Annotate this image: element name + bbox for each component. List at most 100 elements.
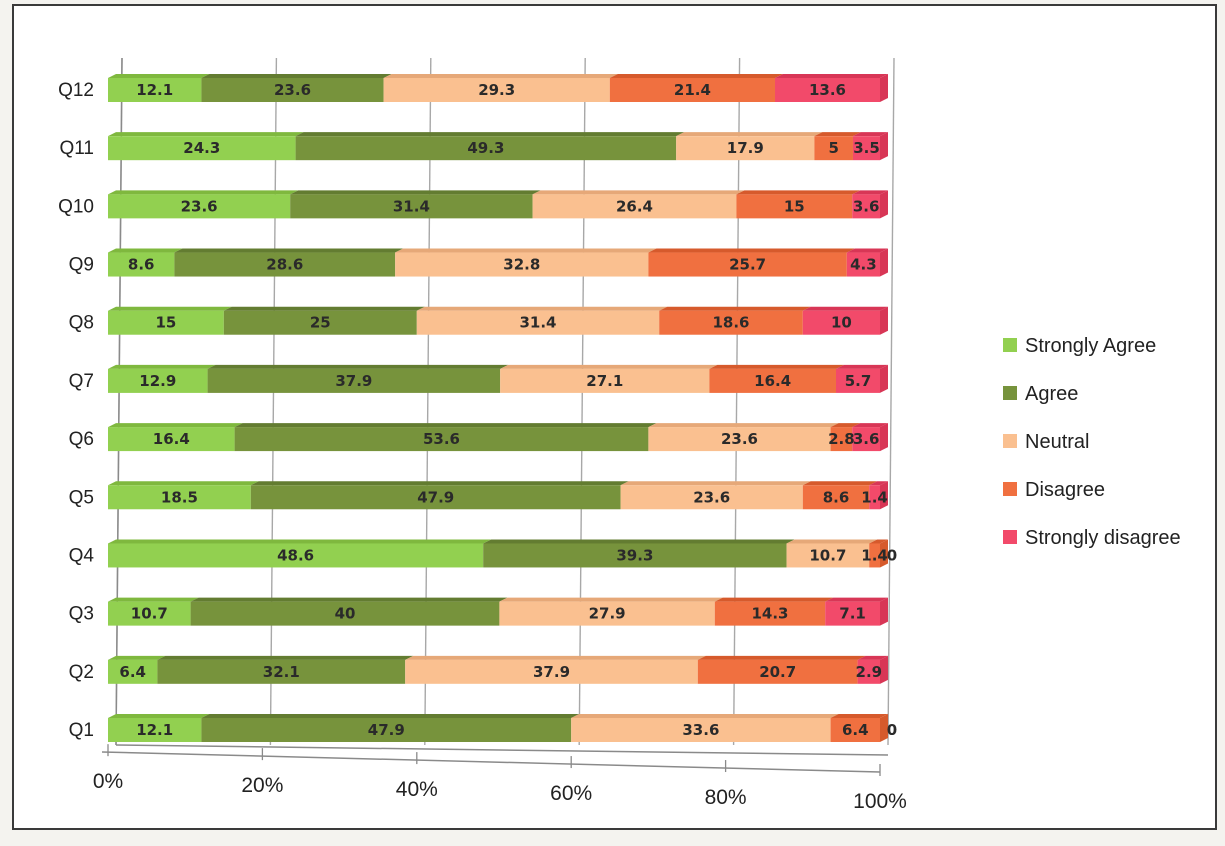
legend-entry: Strongly disagree [1003,527,1181,549]
data-label: 32.1 [263,663,300,681]
x-tick-label: 40% [396,778,438,801]
bar-top-face [802,481,878,486]
legend-swatch [1003,530,1017,544]
bar-top-face [869,481,888,486]
bar-segment [383,74,618,102]
bar-segment [483,539,795,568]
data-label: 5.7 [845,372,872,390]
back-wall-edge [115,57,123,746]
bar-top-face [846,248,888,253]
bar-top-face [234,423,657,428]
category-label: Q12 [58,80,94,101]
data-label: 27.9 [589,605,626,623]
bar-top-face [108,481,259,486]
bar-front-face [405,659,698,684]
category-label: Q6 [69,429,94,450]
data-label: 23.6 [181,197,218,215]
bar-segment [609,74,784,102]
bar-top-face [814,132,861,137]
bar-front-face [869,485,880,510]
bar-top-face [108,248,183,253]
bar-segment [620,481,811,510]
bar-front-face [234,427,649,452]
bar-side-face [880,364,888,393]
bar-top-face [775,74,888,78]
bar-front-face [108,659,158,684]
data-label: 23.6 [274,81,311,99]
bar-front-face [416,310,660,335]
legend-entry: Neutral [1003,431,1089,453]
bar-segment [234,423,657,452]
bar-top-face [223,306,425,311]
data-label: 25.7 [729,256,766,274]
data-label: 17.9 [727,139,764,157]
legend-entry: Strongly Agree [1003,335,1156,357]
bar-front-face [852,427,880,452]
data-label: 27.1 [586,372,623,390]
bar-segment [852,132,888,161]
category-label: Q4 [69,545,95,566]
bar-segment [108,74,210,102]
data-label: 4.3 [850,256,877,274]
category-label: Q2 [69,662,94,683]
bar-front-face [775,78,880,102]
bar-top-face [108,655,166,660]
data-label: 31.4 [393,197,430,215]
bar-top-face [295,132,685,137]
data-label: 14.3 [751,605,788,623]
data-label: 13.6 [809,81,846,99]
bar-top-face [174,248,404,253]
bar-top-face [736,190,861,195]
data-label: 31.4 [519,314,556,332]
bar-segment [846,248,888,277]
data-label: 18.6 [712,314,749,332]
bar-front-face [786,543,870,568]
bar-segment [830,423,861,452]
x-axis-line [101,751,881,773]
data-label: 40 [335,605,356,623]
bar-top-face [201,714,580,718]
bar-top-face [825,597,888,602]
bar-side-face [880,481,888,510]
bar-front-face [869,543,880,568]
bar-top-face [852,132,888,137]
bar-side-face [880,190,888,219]
bar-segment [108,132,304,161]
data-label: 39.3 [616,546,653,564]
bar-top-face [108,539,492,544]
bar-segment [830,714,888,742]
bar-top-face [714,597,834,602]
bar-front-face [620,485,803,510]
bar-top-face [709,364,844,369]
bar-front-face [108,310,224,335]
data-label: 28.6 [266,256,303,274]
gridlines [115,57,895,756]
bar-segment [697,655,866,684]
data-label: 49.3 [467,139,504,157]
bar-front-face [835,368,880,393]
bar-segment [852,190,888,219]
bar-top-face [483,539,795,544]
data-label: 47.9 [368,721,405,739]
data-label: 6.4 [119,663,146,681]
bar-segment [500,364,718,393]
data-label: 2.9 [856,663,883,681]
bar-front-face [830,427,853,452]
bar-top-face [201,74,392,78]
bar-side-face [880,655,888,684]
bar-front-face [108,194,291,219]
bars [108,74,888,742]
legend-label: Strongly disagree [1025,527,1181,549]
bar-top-face [571,714,839,718]
bar-segment [223,306,425,335]
bar-front-face [108,718,202,742]
data-label: 47.9 [417,488,454,506]
bar-segment [174,248,404,277]
bar-top-face [852,190,888,195]
bar-segment [108,364,216,393]
bar-top-face [500,364,718,369]
data-label: 7.1 [839,605,866,623]
bar-top-face [108,306,232,311]
bar-front-face [825,601,880,626]
bar-front-face [108,427,235,452]
